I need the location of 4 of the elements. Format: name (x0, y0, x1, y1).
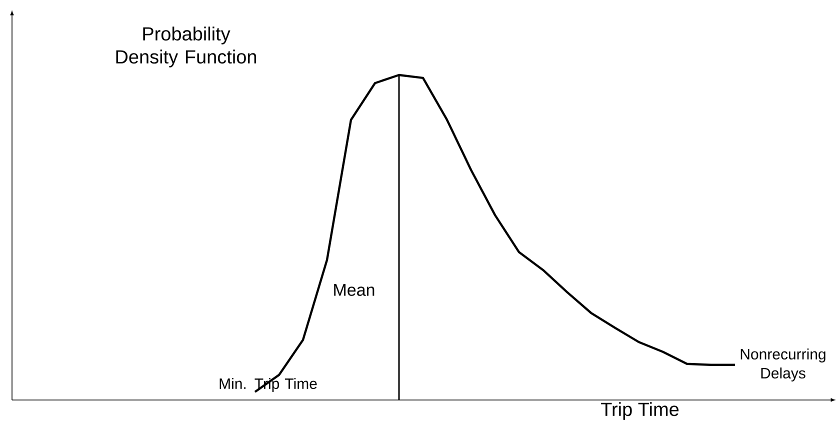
annotation: Mean (334, 284, 374, 296)
x-axis-title: Trip Time (601, 402, 679, 420)
y-axis-title: Probability Density Function (116, 26, 256, 68)
annotation: Nonrecurring Delays (740, 348, 826, 382)
